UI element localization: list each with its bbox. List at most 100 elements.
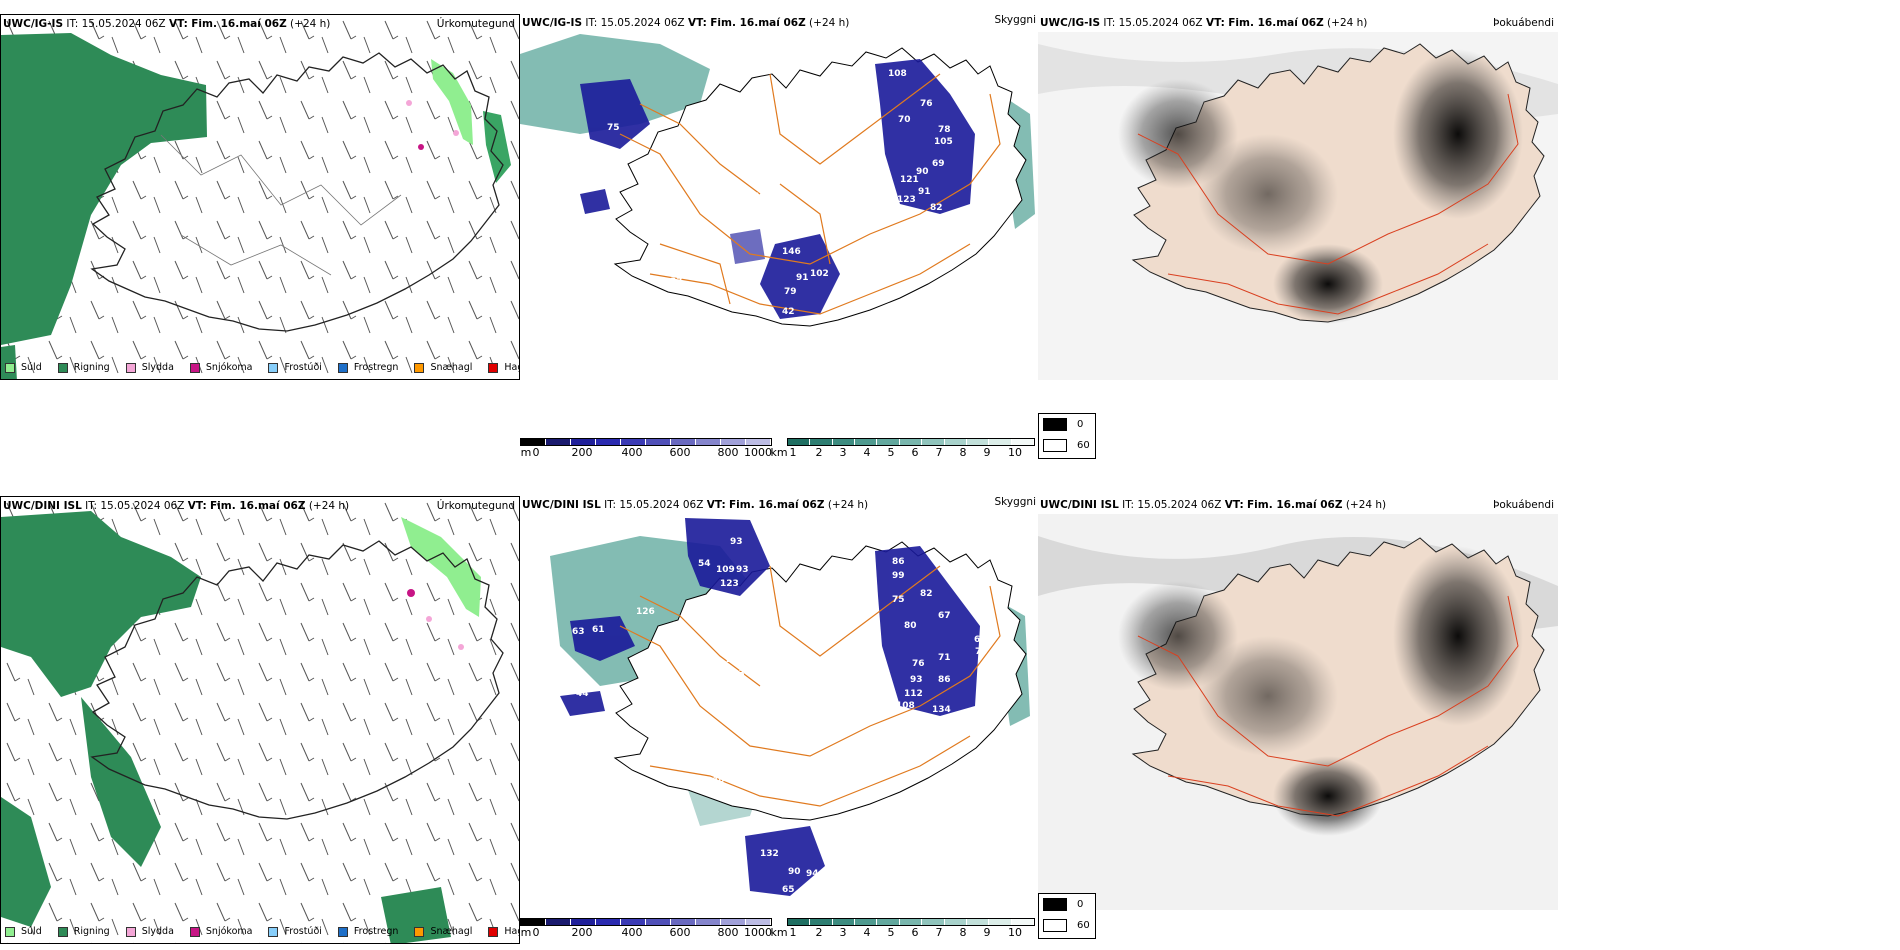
legend-swatch	[189, 362, 200, 373]
cloud-number: 93	[736, 565, 749, 575]
cloud-numbers: 108 76 70 78 105 60 69 90 121 91 123 82 …	[574, 69, 990, 317]
cloud-number: 65	[782, 885, 795, 895]
legend-item-rain: Rigning	[57, 362, 110, 373]
variable-name: Úrkomutegund	[436, 500, 515, 512]
panel-header: UWC/IG-IS IT: 15.05.2024 06Z VT: Fim. 16…	[1040, 17, 1368, 29]
legend-item-sleet: Slydda	[125, 362, 174, 373]
cloud-number: 123	[897, 195, 916, 205]
legend-swatch	[57, 926, 68, 937]
fog-blobs	[1118, 49, 1523, 324]
cloud-number: 90	[916, 167, 929, 177]
legend-item-sleet: Slydda	[125, 926, 174, 937]
cloud-number: 91	[796, 273, 809, 283]
cloud-number: 108	[896, 701, 915, 711]
cloud-number: 93	[730, 537, 743, 547]
cloud-number: 61	[592, 625, 605, 635]
m-colorbar-swatches	[520, 438, 772, 446]
fog-blobs	[1118, 546, 1523, 836]
variable-name: Þokuábendi	[1493, 499, 1554, 511]
cloud-number: 75	[607, 123, 620, 133]
legend-item-snow: Snjókoma	[189, 926, 252, 937]
cloud-number: 71	[938, 653, 951, 663]
km-tick: 9	[983, 926, 991, 939]
cloud-number: 76	[912, 659, 925, 669]
m-unit: m	[520, 926, 532, 939]
legend-swatch	[5, 362, 15, 373]
cloud-number: 91	[918, 187, 931, 197]
km-tick: 5	[887, 446, 895, 459]
cloud-number: 134	[932, 705, 951, 715]
panel-header: UWC/IG-IS IT: 15.05.2024 06Z VT: Fim. 16…	[3, 18, 331, 30]
km-tick: 3	[839, 926, 847, 939]
legend-swatch	[57, 362, 68, 373]
precip-legend: Súld Rigning Slydda Snjókoma Frostúði Fr…	[5, 362, 519, 373]
cloud-number: 63	[572, 627, 585, 637]
cloud-number: 60	[974, 635, 987, 645]
cloud-number: 86	[892, 557, 905, 567]
cloud-number: 82	[920, 589, 933, 599]
m-tick: 1000	[744, 446, 772, 459]
legend-swatch	[5, 926, 15, 937]
m-tick: 0	[532, 446, 540, 459]
legend-item-snow-pellets: Snæhagl	[414, 362, 472, 373]
cloud-numbers: 93 54 109 93 123 86 99 75 82 80 67 60 70…	[572, 537, 988, 895]
variable-name: Skyggni	[994, 496, 1037, 508]
fog-legend-item: 0	[1043, 898, 1083, 911]
cloud-visibility-map-igis: 108 76 70 78 105 60 69 90 121 91 123 82 …	[520, 14, 1038, 380]
legend-item-freezing-drizzle: Frostúði	[268, 926, 322, 937]
fog-indicator-map-dini: UWC/DINI ISL IT: 15.05.2024 06Z VT: Fim.…	[1038, 496, 1900, 910]
legend-swatch	[125, 926, 136, 937]
legend-item-rain: Rigning	[57, 926, 110, 937]
drizzle-area	[431, 59, 473, 145]
fog-legend-swatch	[1043, 418, 1067, 431]
m-tick: 600	[669, 446, 691, 459]
variable-name: Þokuábendi	[1493, 17, 1554, 29]
legend-item-hail: Haglél	[488, 926, 519, 937]
legend-item-freezing-drizzle: Frostúði	[268, 362, 322, 373]
km-tick: 4	[863, 446, 871, 459]
cloud-number: 96	[704, 103, 717, 113]
cloud-number: 60	[977, 147, 990, 157]
cloud-number: 104	[754, 192, 773, 202]
m-unit: m	[520, 446, 532, 459]
variable-name: Skyggni	[994, 14, 1037, 26]
cloud-number: 79	[784, 287, 797, 297]
km-tick: 10	[1008, 926, 1022, 939]
m-colorbar-swatches	[520, 918, 772, 926]
cloud-number: 94	[806, 869, 819, 879]
cloud-map-canvas: 108 76 70 78 105 60 69 90 121 91 123 82 …	[520, 34, 1035, 327]
fog-map-canvas	[1038, 32, 1558, 380]
km-tick: 1	[789, 926, 797, 939]
legend-swatch	[488, 362, 499, 373]
legend-swatch	[337, 362, 348, 373]
cloud-number: 82	[930, 203, 943, 213]
km-tick: 8	[959, 926, 967, 939]
cloud-number: 99	[892, 571, 905, 581]
fog-legend-swatch	[1043, 919, 1067, 932]
fog-legend: 0 60	[1038, 413, 1096, 459]
km-tick: 6	[911, 926, 919, 939]
cloud-number: 126	[636, 607, 655, 617]
m-colorbar: m 0 200 400 600 800 1000	[520, 918, 772, 940]
cloud-number: 90	[788, 867, 801, 877]
km-tick: 3	[839, 446, 847, 459]
cloud-number: 159	[660, 863, 679, 873]
km-unit: km	[770, 446, 788, 459]
road-network	[619, 73, 1001, 315]
panel-header: UWC/DINI ISL IT: 15.05.2024 06Z VT: Fim.…	[522, 499, 869, 511]
km-tick: 9	[983, 446, 991, 459]
legend-item-freezing-rain: Frostregn	[337, 926, 398, 937]
cloud-number: 69	[932, 159, 945, 169]
cloud-number: 76	[920, 99, 933, 109]
m-tick: 800	[717, 446, 739, 459]
cloud-number: 52	[580, 149, 593, 159]
precip-legend: Súld Rigning Slydda Snjókoma Frostúði Fr…	[5, 926, 519, 937]
fog-legend: 0 60	[1038, 893, 1096, 939]
km-tick: 6	[911, 446, 919, 459]
drizzle-area	[401, 517, 481, 617]
cloud-number: 42	[782, 307, 795, 317]
cloud-number: 108	[888, 69, 907, 79]
cloud-number: 67	[938, 611, 951, 621]
cloud-number: 54	[698, 559, 711, 569]
precip-type-map-dini: UWC/DINI ISL IT: 15.05.2024 06Z VT: Fim.…	[0, 496, 520, 944]
